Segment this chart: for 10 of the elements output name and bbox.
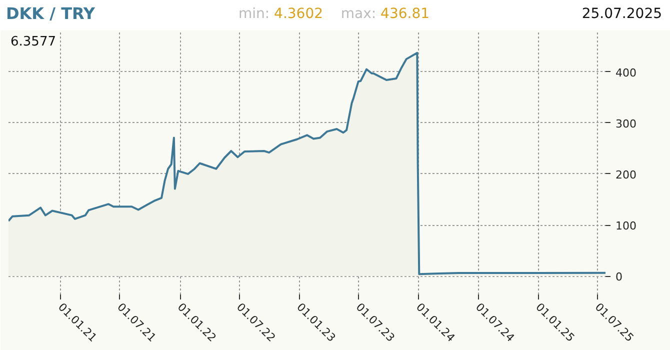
y-tick-label: 300	[616, 117, 636, 130]
y-tick-label: 400	[616, 66, 636, 80]
annotation: 6.3577	[10, 34, 56, 50]
y-tick-label: 0	[616, 270, 622, 284]
y-tick-label: 200	[616, 168, 636, 182]
text: 25.07.2025	[580, 5, 662, 24]
text: max: 436.81	[340, 6, 430, 22]
text: min: 4.3602	[238, 6, 324, 22]
y-tick-label: 100	[616, 220, 636, 233]
chart-title: DKK / TRY	[5, 4, 96, 24]
